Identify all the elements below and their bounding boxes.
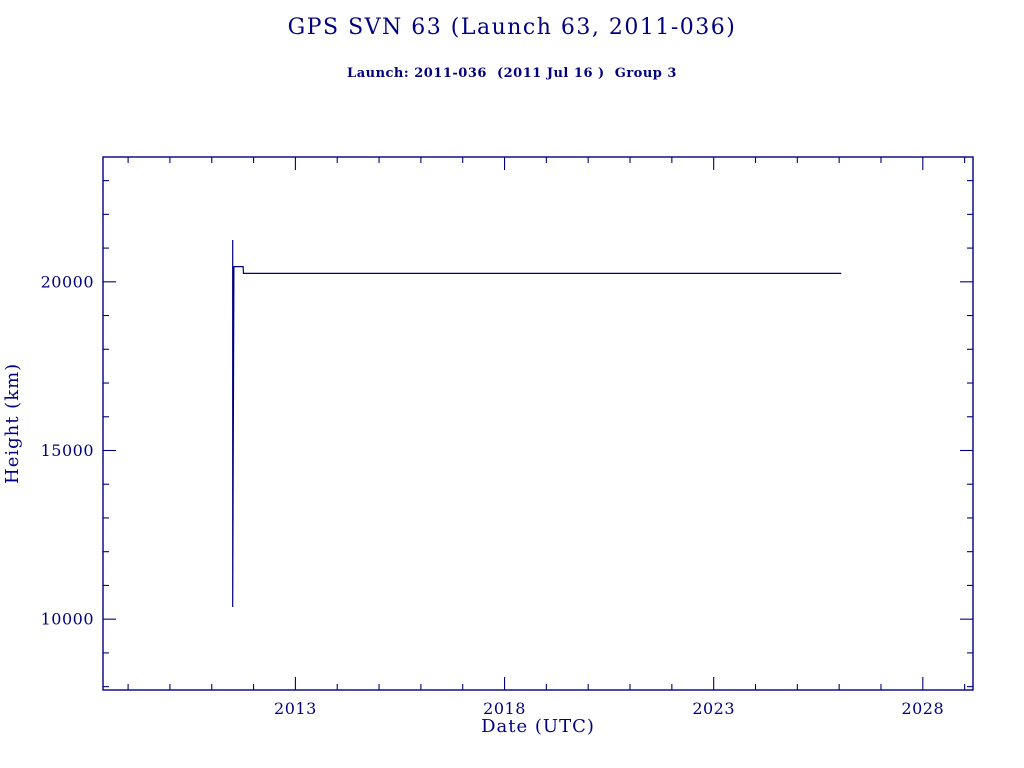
x-tick-label: 2023 (692, 699, 735, 718)
plot-border (102, 156, 974, 691)
x-tick-label: 2018 (483, 699, 526, 718)
chart-subtitle: Launch: 2011-036 (2011 Jul 16 ) Group 3 (347, 66, 677, 81)
y-tick-label: 15000 (41, 441, 94, 460)
chart-title: GPS SVN 63 (Launch 63, 2011-036) (287, 15, 737, 40)
x-tick-label: 2028 (901, 699, 944, 718)
x-tick-label: 2013 (274, 699, 317, 718)
y-tick-label: 20000 (41, 272, 94, 291)
y-tick-label: 10000 (41, 610, 94, 629)
x-axis-label: Date (UTC) (481, 716, 595, 737)
data-line (232, 240, 842, 608)
